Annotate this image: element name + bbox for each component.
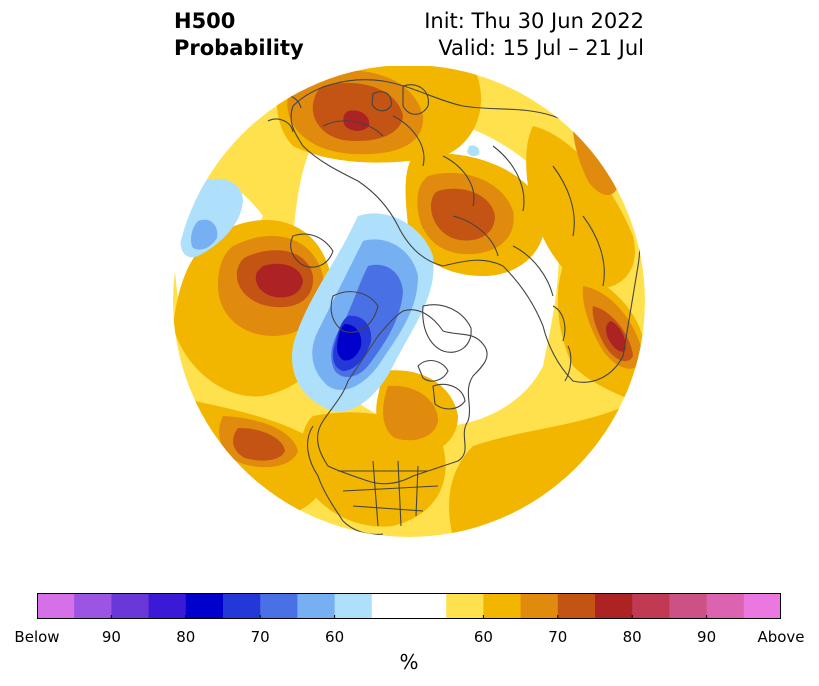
colorbar-swatch bbox=[297, 593, 336, 619]
colorbar-swatch bbox=[706, 593, 745, 619]
init-date: Init: Thu 30 Jun 2022 bbox=[424, 9, 644, 33]
probability-map bbox=[173, 66, 645, 537]
colorbar-swatch bbox=[520, 593, 559, 619]
colorbar-tick-label: 80 bbox=[176, 628, 196, 646]
colorbar-tick-label: Below bbox=[14, 628, 60, 646]
colorbar-tick-label: 90 bbox=[101, 628, 121, 646]
title-left: H500 Probability bbox=[174, 8, 304, 62]
colorbar-tick-label: 60 bbox=[325, 628, 345, 646]
title-variable: H500 bbox=[174, 9, 236, 33]
colorbar-swatch bbox=[223, 593, 261, 619]
colorbar-swatch bbox=[334, 593, 373, 619]
colorbar-unit-label: % bbox=[399, 650, 419, 674]
colorbar-border bbox=[37, 593, 781, 619]
coastlines bbox=[267, 79, 641, 535]
colorbar bbox=[37, 593, 781, 619]
colorbar-tick-label: 90 bbox=[697, 628, 717, 646]
colorbar-swatch bbox=[409, 593, 447, 619]
colorbar-swatch bbox=[669, 593, 708, 619]
title-field: Probability bbox=[174, 36, 304, 60]
colorbar-swatch bbox=[260, 593, 298, 619]
colorbar-swatch bbox=[632, 593, 670, 619]
title-right: Init: Thu 30 Jun 2022 Valid: 15 Jul – 21… bbox=[424, 8, 644, 62]
colorbar-swatch bbox=[37, 593, 75, 619]
colorbar-swatch bbox=[185, 593, 224, 619]
colorbar-swatch bbox=[557, 593, 596, 619]
colorbar-swatch bbox=[446, 593, 484, 619]
colorbar-tick-label: 70 bbox=[250, 628, 270, 646]
colorbar-tick-label: Above bbox=[757, 628, 805, 646]
valid-range: Valid: 15 Jul – 21 Jul bbox=[438, 36, 644, 60]
colorbar-swatch bbox=[483, 593, 522, 619]
colorbar-tick-label: 60 bbox=[473, 628, 493, 646]
colorbar-swatch bbox=[148, 593, 187, 619]
colorbar-swatch bbox=[371, 593, 410, 619]
probability-fill bbox=[173, 66, 645, 537]
colorbar-swatch bbox=[74, 593, 112, 619]
colorbar-swatch bbox=[111, 593, 150, 619]
colorbar-swatch bbox=[595, 593, 633, 619]
colorbar-tick-label: 70 bbox=[548, 628, 568, 646]
colorbar-tick-label: 80 bbox=[622, 628, 642, 646]
colorbar-swatch bbox=[743, 593, 781, 619]
